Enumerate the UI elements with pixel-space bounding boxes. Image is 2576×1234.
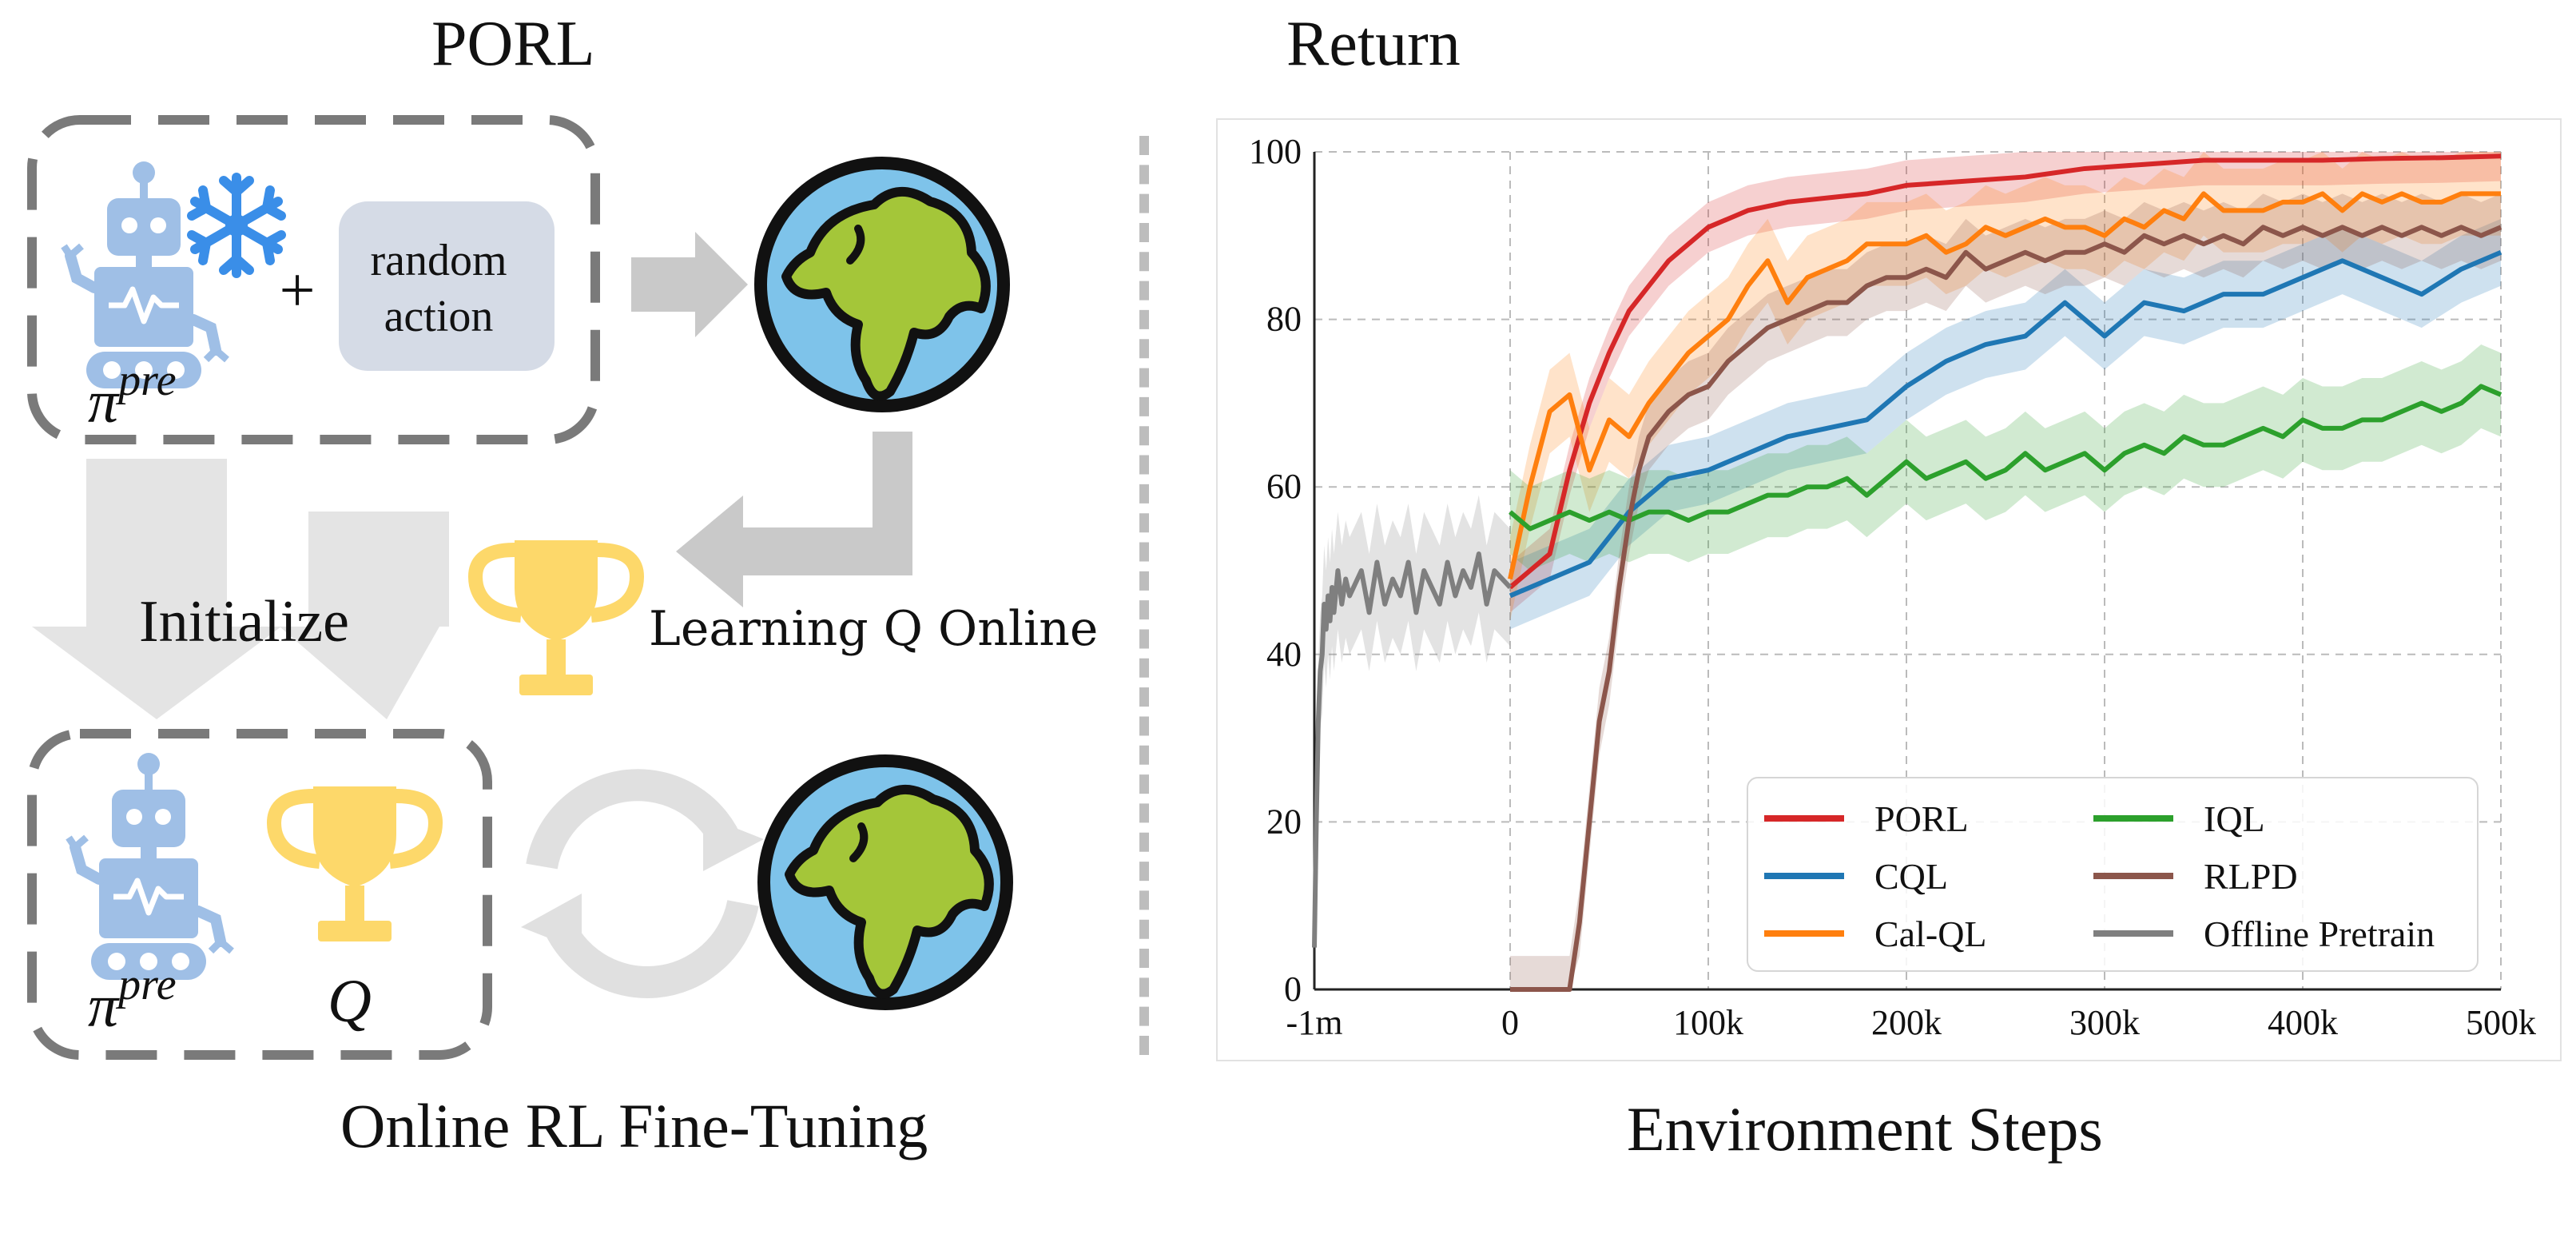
x-tick-label: 0 (1501, 1003, 1519, 1042)
chart-frame (1216, 118, 2562, 1061)
cycle-arrows-icon (521, 769, 764, 998)
policy-superscript: pre (118, 356, 177, 405)
initialize-arrow-icon (32, 459, 281, 719)
legend-item: IQL (2093, 794, 2265, 842)
bottom-left-caption: Online RL Fine-Tuning (340, 1091, 928, 1160)
chart-title: Return (1286, 9, 1461, 79)
q-function-label: Q (328, 968, 372, 1035)
x-tick-label: 100k (1673, 1003, 1743, 1042)
learning-q-online-label: Learning Q Online (649, 601, 1099, 657)
y-tick-label: 40 (1266, 635, 1302, 674)
pretrained-policy-label: πpre (88, 959, 177, 1041)
x-axis-label: Environment Steps (1627, 1094, 2103, 1164)
y-tick-label: 80 (1266, 300, 1302, 339)
legend-item: PORL (1764, 794, 1969, 842)
random-action-label: random (370, 236, 507, 285)
y-tick-label: 60 (1266, 467, 1302, 506)
x-tick-label: 200k (1871, 1003, 1942, 1042)
legend-item: RLPD (2093, 852, 2298, 900)
legend-swatch (2093, 930, 2173, 937)
panel-divider (1139, 136, 1149, 1055)
legend-swatch (1764, 815, 1844, 822)
series-line (1508, 191, 2501, 580)
plus-sign: + (279, 256, 315, 326)
legend-label: PORL (1874, 798, 1969, 839)
porl-diagram: + random action (27, 115, 1151, 1060)
legend-item: Offline Pretrain (2093, 910, 2435, 957)
x-tick-label: 500k (2466, 1003, 2536, 1042)
pretrained-policy-label: πpre (88, 355, 177, 437)
pretrained-policy-box (27, 115, 600, 444)
y-tick-label: 100 (1249, 132, 1302, 171)
series-line (1510, 225, 2502, 992)
legend-item: CQL (1764, 852, 1948, 900)
online-agent-box (27, 729, 492, 1060)
snowflake-icon (187, 173, 286, 278)
legend-item: Cal-QL (1764, 910, 1987, 957)
series-band (1510, 152, 2501, 621)
legend-label: Offline Pretrain (2204, 913, 2435, 954)
policy-symbol: π (88, 973, 119, 1040)
legend-swatch (1764, 930, 1844, 937)
series-band (1510, 344, 2501, 571)
legend-label: RLPD (2204, 855, 2298, 897)
arrow-to-critic-icon (676, 432, 912, 607)
series-line (1509, 384, 2502, 531)
random-action-label: action (384, 292, 494, 341)
legend-swatch (2093, 815, 2173, 822)
legend-items: PORL IQL CQL RLPD Cal-QL Offline Pretrain (1747, 777, 2475, 969)
policy-superscript: pre (118, 960, 177, 1009)
series-line (1312, 551, 1513, 948)
series-band (1314, 495, 1510, 989)
series-band (1510, 218, 2501, 630)
x-tick-label: 300k (2069, 1003, 2140, 1042)
initialize-arrow-icon (280, 512, 449, 719)
legend-swatch (1764, 873, 1844, 879)
y-tick-label: 0 (1284, 969, 1302, 1009)
initialize-label: Initialize (139, 589, 349, 655)
legend-label: CQL (1874, 855, 1948, 897)
x-tick-label: -1m (1286, 1003, 1343, 1042)
policy-symbol: π (88, 368, 119, 436)
left-title: PORL (431, 9, 595, 79)
legend-label: IQL (2204, 798, 2265, 839)
series-line (1509, 249, 2502, 599)
y-tick-label: 20 (1266, 802, 1302, 841)
x-tick-label: 400k (2268, 1003, 2338, 1042)
legend-swatch (2093, 873, 2173, 879)
arrow-to-env-icon (631, 232, 748, 337)
random-action-box (339, 201, 555, 371)
legend-label: Cal-QL (1874, 913, 1987, 954)
series-line (1509, 153, 2502, 590)
